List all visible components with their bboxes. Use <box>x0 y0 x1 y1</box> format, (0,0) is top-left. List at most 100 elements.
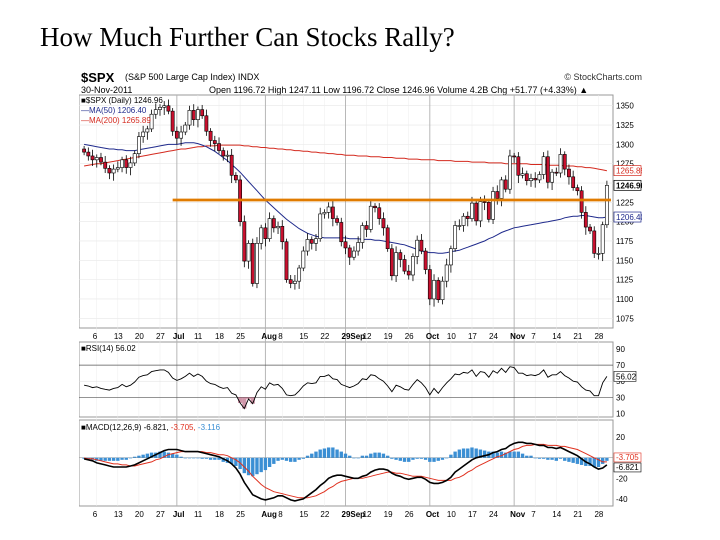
candle-body <box>107 168 112 174</box>
candle-body <box>111 168 116 174</box>
candle-body <box>474 202 479 222</box>
price-tick-label: 1325 <box>616 121 634 130</box>
slide-title: How Much Further Can Stocks Rally? <box>40 22 455 52</box>
x-tick-label-top: 27 <box>156 332 165 341</box>
x-tick-label-top: 25 <box>236 332 245 341</box>
legend-macd-hist: -3.116 <box>197 423 221 432</box>
candle-body <box>512 155 517 158</box>
candle-body <box>415 239 420 257</box>
series-layer <box>82 99 611 502</box>
candle-body <box>457 225 462 227</box>
macd-histogram-bar <box>369 453 373 458</box>
macd-histogram-bar <box>103 457 107 461</box>
price-tick-label: 1225 <box>616 198 634 207</box>
candle-body <box>305 239 310 252</box>
candle-body <box>465 215 470 219</box>
macd-histogram-bar <box>360 455 365 458</box>
candle-body <box>221 150 226 157</box>
candle-body <box>343 241 348 249</box>
candle-body <box>217 143 221 151</box>
candle-body <box>427 269 432 300</box>
macd-tick-label: -20 <box>616 474 628 483</box>
macd-histogram-bar <box>246 457 251 476</box>
rsi-tick-label: 90 <box>616 345 625 354</box>
legend-ma200: —MA(200) 1265.89 <box>81 116 151 125</box>
x-tick-label-top: 24 <box>489 332 498 341</box>
candle-body <box>229 154 234 176</box>
candle-body <box>330 206 335 219</box>
candle-body <box>588 226 592 232</box>
candle-body <box>508 155 512 190</box>
legend-rsi: ■RSI(14) 56.02 <box>81 344 136 353</box>
candle-body <box>436 280 441 301</box>
x-tick-label-bottom: 22 <box>320 510 329 519</box>
candle-body <box>423 250 428 270</box>
macd-histogram-bar <box>474 448 478 458</box>
rsi-value-tag-box <box>613 371 637 382</box>
price-tick-label: 1150 <box>616 256 634 265</box>
macd-histogram-bar <box>133 456 137 458</box>
candle-body <box>579 190 584 213</box>
x-tick-label-bottom: 14 <box>552 510 561 519</box>
macd-histogram-bar <box>482 450 487 458</box>
macd-tick-label: 20 <box>616 433 625 442</box>
macd-histogram-bar <box>407 457 411 462</box>
x-tick-label-bottom: 20 <box>135 510 144 519</box>
x-tick-label-top: 21 <box>573 332 582 341</box>
macd-histogram-bar <box>284 457 289 461</box>
price-tick-label: 1275 <box>616 160 634 169</box>
candle-body <box>271 218 276 229</box>
price-tick-label: 1175 <box>616 237 634 246</box>
candle-body <box>94 157 99 161</box>
candle-body <box>326 206 331 213</box>
macd-histogram-bar <box>204 457 209 459</box>
candle-body <box>288 279 293 284</box>
rsi-oversold-fill <box>250 397 255 404</box>
macd-histogram-bar <box>348 455 352 458</box>
candle-body <box>550 171 554 183</box>
candle-body <box>583 212 588 228</box>
candle-body <box>103 161 108 169</box>
macd-histogram-bar <box>571 457 575 463</box>
candle-body <box>545 156 550 183</box>
macd-histogram-bar <box>339 451 343 458</box>
macd-signal-tag-box <box>613 452 642 463</box>
macd-histogram-bar <box>436 457 440 461</box>
candle-body <box>541 156 546 175</box>
macd-histogram-bar <box>326 447 331 458</box>
rsi-tick-label: 30 <box>616 393 625 402</box>
macd-histogram-bar <box>221 457 225 462</box>
rsi-value-tag: 56.02 <box>616 372 637 381</box>
candle-body <box>381 218 386 229</box>
price-tick-label: 1075 <box>616 314 634 323</box>
x-tick-label-top: 22 <box>320 332 329 341</box>
macd-histogram-bar <box>415 457 419 459</box>
x-tick-label-bottom: 25 <box>236 510 245 519</box>
macd-histogram-bar <box>356 457 360 459</box>
candle-body <box>115 167 120 170</box>
x-tick-label-top: 8 <box>278 332 283 341</box>
x-tick-label-bottom: 27 <box>156 510 165 519</box>
macd-histogram-bar <box>192 457 196 459</box>
macd-histogram-bar <box>525 455 529 458</box>
candle-body <box>225 154 230 157</box>
macd-histogram-bar <box>470 447 474 458</box>
candle-body <box>246 243 251 262</box>
candle-body <box>377 207 382 219</box>
chart-date: 30-Nov-2011 <box>81 85 133 95</box>
candle-body <box>179 131 183 139</box>
macd-histogram-bar <box>251 457 255 477</box>
macd-line <box>83 441 608 502</box>
candle-body <box>486 202 491 220</box>
legend-ma50: —MA(50) 1206.40 <box>81 106 147 115</box>
macd-histogram-bar <box>263 457 268 471</box>
candle-body <box>604 185 609 226</box>
x-tick-label-bottom: 6 <box>93 510 98 519</box>
x-tick-label-top: Jul <box>173 332 185 341</box>
macd-histogram-bar <box>183 457 187 459</box>
macd-histogram-bar <box>120 457 124 460</box>
x-tick-label-top: Oct <box>426 332 440 341</box>
x-tick-label-bottom: 11 <box>194 510 203 519</box>
macd-histogram-bar <box>213 457 217 460</box>
x-tick-label-bottom: 8 <box>278 510 283 519</box>
